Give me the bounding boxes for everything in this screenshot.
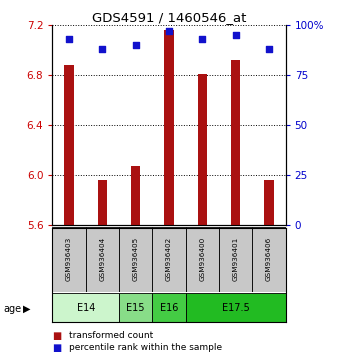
Bar — [152, 227, 186, 292]
Point — [200, 36, 205, 42]
Bar — [219, 227, 252, 292]
Text: E14: E14 — [76, 303, 95, 313]
Text: GSM936406: GSM936406 — [266, 237, 272, 281]
Text: ▶: ▶ — [23, 304, 30, 314]
Point — [233, 32, 238, 38]
Point — [266, 46, 272, 52]
Bar — [131, 166, 140, 225]
Bar — [186, 227, 219, 292]
Point — [133, 42, 138, 48]
Text: E17.5: E17.5 — [222, 303, 249, 313]
Text: transformed count: transformed count — [69, 331, 153, 340]
Bar — [198, 74, 207, 225]
Bar — [231, 60, 240, 225]
Bar — [119, 227, 152, 292]
Point — [66, 36, 72, 42]
Point — [100, 46, 105, 52]
Text: GSM936405: GSM936405 — [133, 237, 139, 281]
Bar — [186, 293, 286, 322]
Text: E15: E15 — [126, 303, 145, 313]
Bar — [252, 227, 286, 292]
Text: GSM936401: GSM936401 — [233, 237, 239, 281]
Bar — [152, 293, 186, 322]
Text: ■: ■ — [52, 343, 62, 353]
Text: percentile rank within the sample: percentile rank within the sample — [69, 343, 222, 352]
Bar — [98, 180, 107, 225]
Text: GSM936403: GSM936403 — [66, 237, 72, 281]
Bar — [52, 227, 86, 292]
Bar — [264, 180, 274, 225]
Title: GDS4591 / 1460546_at: GDS4591 / 1460546_at — [92, 11, 246, 24]
Text: GSM936402: GSM936402 — [166, 237, 172, 281]
Bar — [64, 65, 74, 225]
Text: GSM936404: GSM936404 — [99, 237, 105, 281]
Bar — [164, 30, 174, 225]
Text: E16: E16 — [160, 303, 178, 313]
Point — [166, 28, 172, 34]
Bar — [86, 227, 119, 292]
Bar — [52, 293, 119, 322]
Text: ■: ■ — [52, 331, 62, 341]
Text: GSM936400: GSM936400 — [199, 237, 205, 281]
Bar — [119, 293, 152, 322]
Text: age: age — [3, 304, 22, 314]
